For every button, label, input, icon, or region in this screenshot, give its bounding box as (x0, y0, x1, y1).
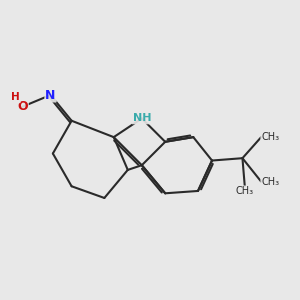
Text: CH₃: CH₃ (261, 132, 279, 142)
Text: H: H (11, 92, 20, 102)
Text: NH: NH (133, 113, 151, 123)
Text: O: O (17, 100, 28, 113)
Text: CH₃: CH₃ (261, 177, 279, 187)
Text: CH₃: CH₃ (236, 186, 254, 196)
Text: N: N (45, 88, 56, 101)
